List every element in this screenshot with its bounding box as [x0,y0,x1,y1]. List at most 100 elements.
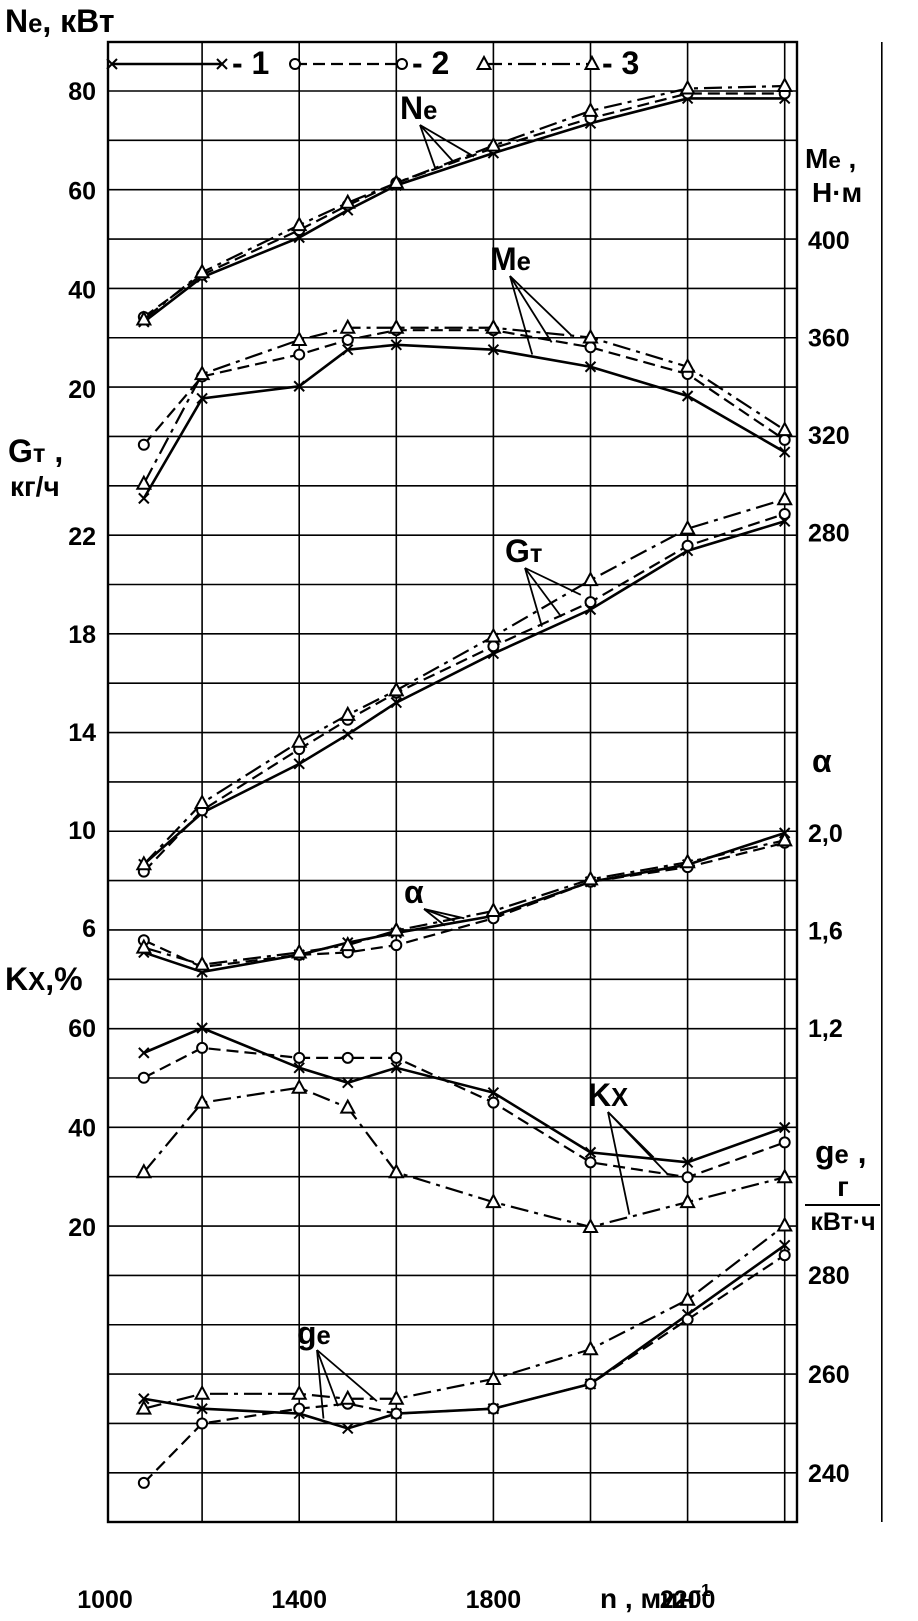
leader-line-Gt [524,567,543,627]
data-point-series-1 [342,343,354,356]
series-line-ge-1 [143,1244,786,1430]
data-point-series-3 [776,421,793,437]
data-point-series-2 [289,58,301,70]
leader-line-alpha [423,908,465,920]
leader-line-Ne [419,124,475,158]
data-point-series-3 [485,627,502,643]
series-line-Me-3 [142,326,786,485]
data-point-series-2 [778,1249,791,1262]
data-point-series-1 [487,343,500,356]
data-point-series-3 [291,216,308,232]
data-point-series-3 [339,936,356,952]
data-point-series-3 [388,318,405,334]
data-point-series-3 [679,357,696,373]
data-point-series-2 [137,438,150,451]
legend-label-2: - 2 [412,45,449,81]
data-point-series-1 [342,1077,354,1089]
leader-line-Kx [607,1111,631,1215]
y-tick-label-Kx: 60 [68,1015,96,1043]
y-tick-label-Gt: 18 [68,621,96,649]
data-point-series-3 [193,1093,211,1109]
data-point-series-3 [776,1216,793,1232]
y-tick-label-Gt: 10 [68,817,96,845]
data-point-series-3 [582,101,599,117]
data-point-series-3 [475,54,493,70]
y-tick-label-Ne: 80 [68,78,96,106]
axis-label-me: Me , [805,143,856,174]
series-line-alpha-1 [143,831,786,974]
data-point-series-1 [138,1393,150,1405]
leader-line-ge [316,1349,339,1407]
data-point-series-3 [679,519,696,535]
x-tick-label: 1800 [466,1586,522,1614]
data-point-series-3 [193,364,211,381]
data-point-series-3 [193,1384,211,1400]
data-point-series-1 [342,1422,354,1435]
y-tick-label-Ne: 40 [68,277,96,305]
y-tick-label-Kx: 40 [68,1115,96,1143]
data-point-series-1 [138,492,150,505]
curve-leaders [316,124,669,1419]
x-axis-label: n , мин-1 [600,1580,711,1614]
data-point-series-1 [584,361,597,373]
data-point-series-3 [339,1389,356,1405]
series-line-alpha-3 [143,839,785,966]
axis-unit-gt: кг/ч [10,471,60,502]
data-point-series-2 [584,341,597,354]
data-point-series-1 [138,1047,150,1059]
leader-line-Me [509,275,534,355]
data-point-series-3 [485,901,502,917]
data-point-series-2 [487,1402,500,1415]
data-point-series-2 [487,1096,500,1109]
y-tick-label-Kx: 20 [68,1214,96,1242]
y-tick-label-Me: 400 [808,227,850,255]
data-point-series-1 [390,696,403,709]
data-point-series-2 [681,1313,694,1326]
data-point-series-3 [485,1193,502,1209]
data-point-series-3 [291,1078,308,1094]
axis-label-gt: Gт , [8,433,63,469]
data-point-series-3 [339,318,356,334]
data-point-series-3 [582,571,599,587]
data-point-series-3 [339,193,356,209]
data-point-series-3 [679,853,696,869]
series-line-Ne-3 [143,84,785,321]
data-point-series-2 [390,939,403,952]
data-point-series-1 [216,58,228,70]
data-point-series-3 [193,955,211,971]
data-point-series-1 [196,1022,208,1034]
data-point-series-2 [137,1071,150,1084]
curve-label-Kx: KX [588,1077,628,1113]
data-point-series-3 [388,1389,405,1405]
curve-label-Me: Me [490,241,531,277]
data-point-series-3 [388,1163,405,1179]
data-point-series-2 [681,1171,694,1184]
data-point-series-2 [584,596,597,609]
data-point-series-3 [388,173,405,189]
data-point-series-2 [778,507,791,520]
data-point-series-1 [778,446,791,458]
legend-label-1: - 1 [232,45,269,81]
leader-line-ge [316,1349,325,1419]
data-point-series-2 [584,1377,597,1390]
axis-unit-ge-numerator: г [837,1171,849,1202]
series-line-ge-2 [143,1254,786,1484]
y-tick-label-ge: 240 [808,1460,850,1488]
data-point-series-3 [485,1369,502,1385]
leader-line-alpha [423,908,446,927]
y-tick-label-Ne: 20 [68,376,96,404]
data-point-series-3 [135,1163,153,1179]
series-line-Kx-1 [143,1026,786,1164]
data-point-series-3 [193,793,211,810]
data-point-series-2 [196,1041,209,1054]
data-point-series-3 [135,310,153,326]
data-point-series-3 [388,681,405,697]
data-point-series-1 [681,1156,694,1169]
series-line-Gt-2 [143,512,786,873]
data-point-series-1 [293,380,305,392]
y-tick-label-Gt: 6 [82,915,96,943]
data-point-series-3 [135,1399,153,1415]
y-tick-label-ge: 260 [808,1361,850,1389]
data-point-series-3 [776,490,793,506]
